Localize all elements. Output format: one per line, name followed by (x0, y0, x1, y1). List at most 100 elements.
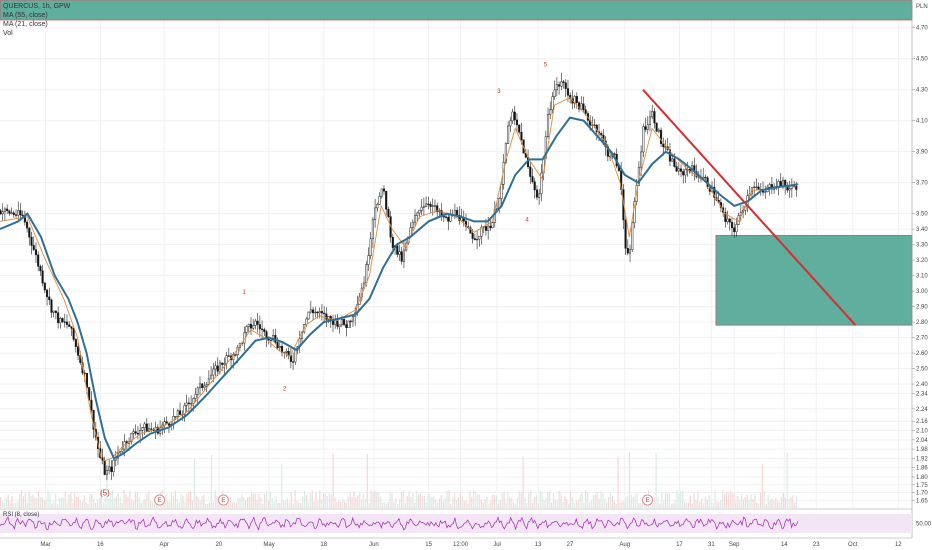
volume-bar (264, 494, 266, 508)
volume-bar (456, 499, 458, 508)
volume-bar (79, 500, 81, 508)
volume-bar (628, 452, 631, 508)
candle-body (684, 169, 687, 176)
candle-body (17, 210, 20, 216)
candle-body (757, 186, 760, 190)
price-tick-label: 2.40 (916, 382, 928, 388)
volume-bar (288, 502, 290, 508)
candle-body (644, 126, 647, 130)
price-tick-label: 1.65 (916, 498, 928, 504)
candle-body (513, 111, 516, 121)
candle-body (340, 319, 343, 326)
volume-bar (366, 454, 368, 508)
volume-bar (324, 494, 327, 508)
price-tick-label: 2.70 (916, 336, 928, 342)
volume-bar (615, 503, 617, 508)
volume-bar (697, 491, 699, 508)
candle-body (150, 428, 153, 430)
volume-bar (731, 492, 733, 508)
top-zone-band[interactable] (0, 0, 913, 21)
volume-bar (169, 501, 171, 508)
volume-bar (345, 502, 347, 508)
candle-body (489, 225, 492, 229)
candle-body (256, 320, 259, 325)
volume-bar (171, 492, 173, 508)
earnings-marker[interactable] (642, 494, 653, 506)
volume-bar (535, 494, 537, 508)
candle-body (730, 221, 734, 229)
candle-body (675, 166, 678, 172)
volume-bar (241, 494, 243, 508)
volume-bar (36, 498, 38, 508)
legend-ma-long[interactable]: MA (55, close) (3, 12, 48, 19)
trend-line[interactable] (642, 89, 857, 326)
time-tick-label: 16 (97, 542, 104, 548)
volume-bar (769, 499, 771, 508)
candle-body (436, 205, 439, 213)
volume-bar (269, 491, 271, 508)
volume-bar (210, 454, 213, 508)
candle-body (733, 227, 736, 233)
legend-rsi[interactable]: RSI (8, close) (3, 512, 40, 518)
volume-bar (720, 500, 722, 508)
volume-bar (271, 498, 273, 508)
volume-bar (212, 501, 214, 508)
candle-body (305, 318, 308, 325)
volume-bar (252, 493, 254, 508)
volume-bar (326, 496, 328, 508)
volume-bar (47, 490, 49, 508)
price-tick-label: 2.50 (916, 367, 928, 373)
volume-bar (722, 490, 724, 508)
volume-bar (239, 497, 241, 508)
candle-body (491, 222, 494, 229)
legend-ma-short[interactable]: MA (21, close) (3, 21, 48, 28)
candle-body (179, 410, 182, 415)
candle-body (671, 158, 674, 162)
volume-bar (277, 502, 279, 508)
candle-body (214, 365, 217, 370)
volume-bar (203, 494, 205, 508)
volume-bar (653, 497, 655, 508)
candle-body (449, 214, 452, 222)
volume-bar (121, 503, 123, 508)
volume-bar (754, 494, 756, 508)
candle-body (445, 216, 448, 218)
rsi-line[interactable] (0, 516, 799, 531)
volume-bar (712, 502, 714, 508)
earnings-marker[interactable] (218, 494, 229, 506)
candle-body (176, 410, 179, 417)
volume-bar (642, 502, 644, 508)
volume-bar (298, 502, 300, 508)
volume-bar (551, 502, 553, 508)
price-tick-label: 3.40 (916, 227, 928, 233)
volume-bar (131, 498, 133, 508)
volume-bar (568, 503, 570, 508)
volume-bar (621, 501, 623, 508)
legend-symbol[interactable]: QUERCUS, 1h, GPW (3, 3, 71, 10)
candle-body (347, 320, 350, 328)
ma-short-line[interactable] (0, 96, 799, 463)
volume-bar (530, 490, 532, 508)
volume-bar (672, 503, 674, 508)
volume-bar (571, 497, 574, 508)
volume-bar (657, 497, 659, 508)
ma-long-line[interactable] (0, 116, 799, 460)
volume-bar (663, 500, 665, 508)
candle-body (28, 227, 31, 238)
volume-bar (184, 502, 186, 508)
candle-body (540, 172, 543, 195)
earnings-marker[interactable] (154, 494, 166, 506)
candle-body (132, 431, 135, 434)
volume-bar (400, 491, 403, 508)
volume-bar (533, 496, 536, 508)
candle-body (0, 210, 2, 215)
legend-volume[interactable]: Vol (3, 30, 13, 37)
volume-bar (260, 497, 262, 508)
candle-body (367, 255, 370, 265)
volume-bar (467, 503, 469, 508)
candle-body (39, 266, 42, 272)
volume-bar (361, 499, 363, 508)
candle-body (223, 363, 226, 365)
earnings-marker-label: E (221, 498, 225, 504)
